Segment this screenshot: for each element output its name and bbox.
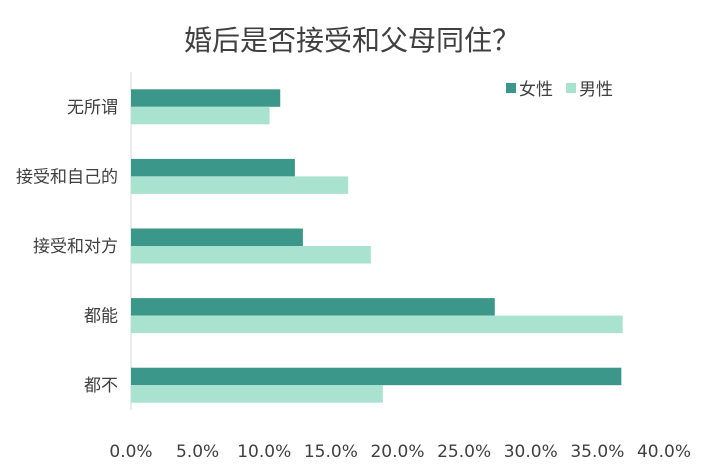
x-tick-label: 5.0% — [176, 442, 219, 462]
category-label: 接受和对方 — [33, 237, 118, 257]
x-tick-label: 0.0% — [109, 442, 152, 462]
x-tick-label: 15.0% — [304, 442, 358, 462]
bar-male-4 — [131, 385, 383, 403]
bars-group — [131, 89, 623, 403]
x-tick-label: 25.0% — [437, 442, 491, 462]
legend: 女性 男性 — [506, 80, 613, 100]
bar-male-2 — [131, 246, 371, 264]
x-tick-label: 40.0% — [637, 442, 691, 462]
category-label: 都不 — [84, 376, 118, 396]
bar-male-0 — [131, 106, 270, 125]
x-tick-label: 35.0% — [570, 442, 624, 462]
legend-label-male: 男性 — [579, 80, 613, 100]
legend-swatch-male — [566, 83, 576, 93]
bar-female-1 — [131, 158, 295, 177]
bar-female-4 — [131, 367, 622, 386]
category-label: 接受和自己的 — [16, 167, 118, 187]
bar-male-1 — [131, 176, 349, 194]
bar-male-3 — [131, 315, 623, 334]
x-tick-label: 20.0% — [370, 442, 424, 462]
bar-female-3 — [131, 298, 495, 316]
category-label: 无所谓 — [67, 98, 118, 118]
x-axis-ticks: 0.0% 5.0% 10.0% 15.0% 20.0% 25.0% 30.0% 35.0% 40… — [109, 442, 691, 462]
x-tick-label: 30.0% — [504, 442, 558, 462]
bar-female-2 — [131, 228, 303, 246]
category-label: 都能 — [84, 307, 118, 327]
x-tick-label: 10.0% — [237, 442, 291, 462]
legend-label-female: 女性 — [519, 80, 553, 100]
bar-female-0 — [131, 89, 281, 107]
chart-title: 婚后是否接受和父母同住？ — [184, 24, 520, 57]
legend-swatch-female — [506, 83, 516, 93]
